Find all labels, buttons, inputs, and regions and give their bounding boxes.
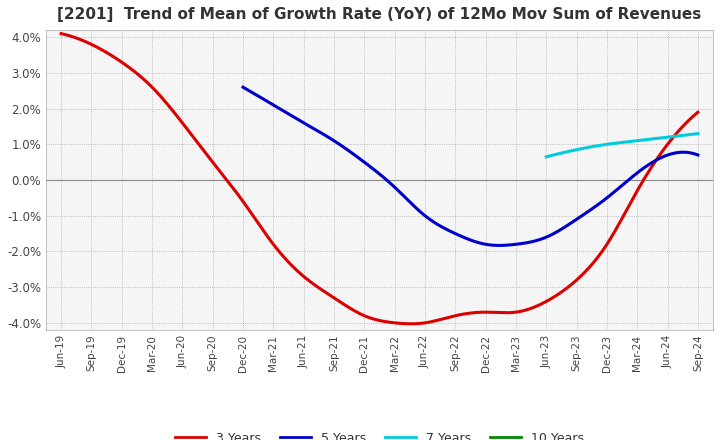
7 Years — [680, 132, 688, 138]
5 Years — [510, 242, 518, 247]
Line: 7 Years: 7 Years — [546, 134, 698, 157]
7 Years — [631, 138, 640, 143]
3 Years — [636, 183, 644, 188]
5 Years — [624, 178, 632, 183]
3 Years — [59, 32, 68, 37]
Legend: 3 Years, 5 Years, 7 Years, 10 Years: 3 Years, 5 Years, 7 Years, 10 Years — [170, 427, 589, 440]
5 Years — [495, 243, 503, 248]
7 Years — [693, 131, 702, 136]
7 Years — [542, 154, 551, 159]
5 Years — [239, 84, 248, 90]
3 Years — [436, 317, 444, 322]
3 Years — [438, 316, 446, 322]
3 Years — [406, 321, 415, 326]
3 Years — [57, 31, 66, 36]
3 Years — [449, 314, 457, 319]
3 Years — [693, 110, 702, 115]
7 Years — [670, 134, 678, 139]
7 Years — [542, 154, 551, 159]
7 Years — [632, 138, 641, 143]
5 Years — [511, 242, 520, 247]
Title: [2201]  Trend of Mean of Growth Rate (YoY) of 12Mo Mov Sum of Revenues: [2201] Trend of Mean of Growth Rate (YoY… — [58, 7, 701, 22]
Line: 5 Years: 5 Years — [243, 87, 698, 246]
7 Years — [635, 138, 644, 143]
5 Years — [240, 85, 249, 91]
5 Years — [518, 241, 527, 246]
5 Years — [693, 152, 702, 158]
5 Years — [652, 157, 661, 162]
Line: 3 Years: 3 Years — [61, 33, 698, 324]
3 Years — [595, 252, 604, 257]
